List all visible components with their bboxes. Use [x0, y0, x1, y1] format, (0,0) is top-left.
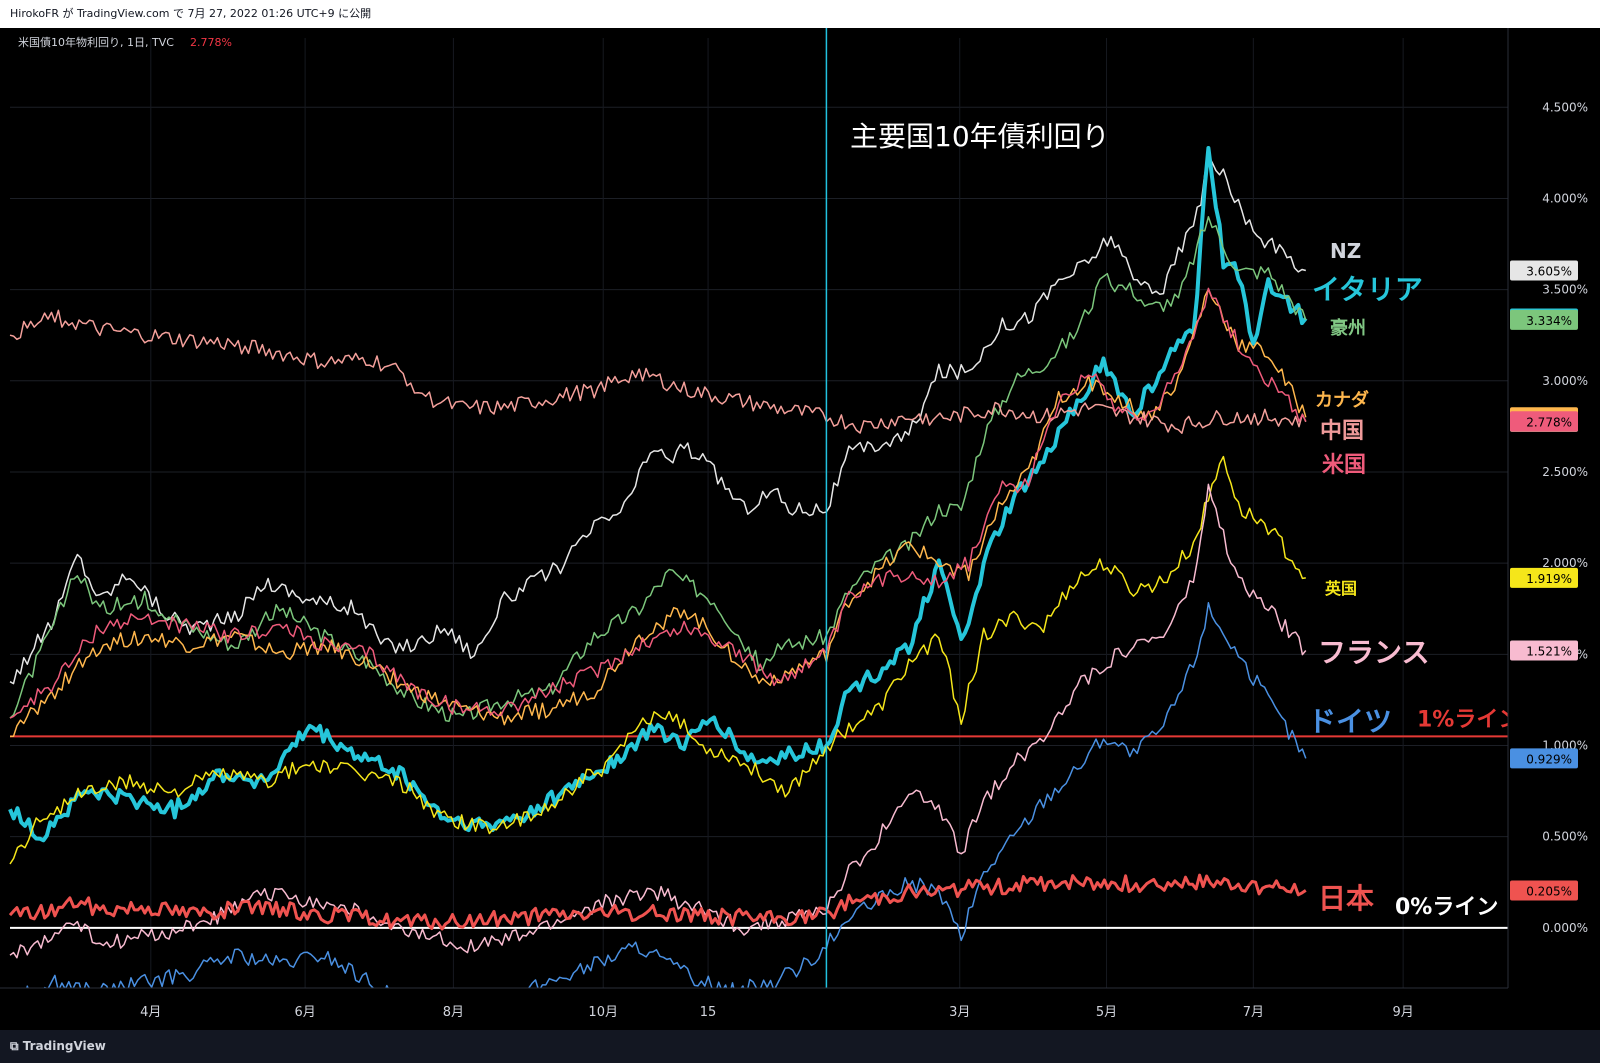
series-line-3: [9, 288, 1307, 738]
series-name-label-6: 英国: [1324, 579, 1357, 598]
price-label-bg: [1510, 260, 1578, 281]
reference-label-0pct: 0%ライン: [1395, 895, 1498, 920]
tradingview-logo[interactable]: ⧉ TradingView: [10, 1039, 106, 1053]
time-tick-label: 9月: [1392, 1005, 1413, 1020]
price-label-6: 1.919%: [1510, 567, 1578, 588]
series-name-label-1: イタリア: [1312, 273, 1423, 306]
series-name-label-5: 米国: [1322, 453, 1366, 478]
series-line-7: [9, 483, 1307, 959]
price-label-text: 0.205%: [1526, 884, 1572, 898]
series-line-8: [9, 602, 1307, 1019]
price-axis-bg: [1508, 28, 1600, 1030]
series-line-4: [9, 309, 1307, 434]
time-axis-bg: [0, 988, 1508, 1030]
price-tick-label: 0.500%: [1542, 830, 1588, 844]
chart-title: 主要国10年債利回り: [850, 120, 1110, 153]
price-label-bg: [1510, 748, 1578, 769]
series-line-6: [9, 455, 1306, 865]
publish-info-bar: HirokoFR が TradingView.com で 7月 27, 2022…: [0, 0, 1600, 28]
price-label-text: 0.929%: [1526, 752, 1572, 766]
series-line-0: [9, 154, 1306, 685]
series-name-label-9: 日本: [1318, 882, 1374, 915]
price-tick-label: 3.500%: [1542, 283, 1588, 297]
brand-text: TradingView: [22, 1039, 106, 1053]
price-label-7: 1.521%: [1510, 640, 1578, 661]
series-name-label-8: ドイツ: [1308, 705, 1392, 738]
time-tick-label: 3月: [949, 1005, 970, 1020]
price-axis-group[interactable]: 4.500%4.000%3.500%3.000%2.500%2.000%1.50…: [1507, 28, 1600, 1030]
series-name-label-7: フランス: [1318, 636, 1429, 669]
series-line-2: [9, 216, 1307, 723]
series-name-label-3: カナダ: [1315, 389, 1369, 411]
reference-label-1pct: 1%ライン: [1417, 707, 1520, 732]
price-tick-label: 3.000%: [1542, 374, 1588, 388]
time-axis-group[interactable]: 4月 6月 8月 10月 15 3月 5月 7月 9月: [0, 987, 1508, 1030]
series-name-label-0: NZ: [1330, 239, 1361, 263]
price-label-8: 0.929%: [1510, 748, 1578, 769]
price-label-text: 1.919%: [1526, 572, 1572, 586]
publish-info-text: HirokoFR が TradingView.com で 7月 27, 2022…: [10, 7, 372, 20]
price-label-text: 2.778%: [1526, 415, 1572, 429]
price-tick-label: 0.000%: [1542, 921, 1588, 935]
grid-group: [10, 38, 1508, 988]
series-line-9: [8, 873, 1307, 931]
reference-lines-group: [10, 735, 1508, 929]
time-tick-label: 10月: [588, 1005, 618, 1020]
price-label-bg: [1510, 640, 1578, 661]
legend-value: 2.778%: [190, 36, 232, 49]
time-tick-label: 6月: [294, 1005, 315, 1020]
price-label-0: 3.605%: [1510, 260, 1578, 281]
legend-symbol[interactable]: 米国債10年物利回り, 1日, TVC: [18, 35, 174, 49]
yield-chart[interactable]: 2022-01-03 1%ライン 0%ライン NZ イタリア豪州カナダ中国米国英国フラ…: [0, 28, 1600, 1030]
price-label-text: 3.605%: [1526, 264, 1572, 278]
price-tick-label: 2.500%: [1542, 465, 1588, 479]
price-tick-label: 2.000%: [1542, 556, 1588, 570]
time-tick-label: 8月: [443, 1005, 464, 1020]
price-label-bg: [1510, 411, 1578, 432]
price-label-2: 3.334%: [1510, 309, 1578, 330]
time-tick-label: 15: [700, 1005, 717, 1020]
price-label-bg: [1510, 880, 1578, 901]
price-label-5: 2.778%: [1510, 411, 1578, 432]
price-label-text: 1.521%: [1526, 644, 1572, 658]
crosshair-group: 2022-01-03: [776, 28, 877, 1024]
price-label-9: 0.205%: [1510, 880, 1578, 901]
price-tick-label: 4.000%: [1542, 191, 1588, 205]
time-tick-label: 7月: [1243, 1005, 1264, 1020]
price-label-bg: [1510, 567, 1578, 588]
series-name-label-4: 中国: [1320, 419, 1364, 444]
series-group: [8, 146, 1308, 1019]
footer-bar: ⧉ TradingView: [0, 1030, 1600, 1063]
price-label-bg: [1510, 309, 1578, 330]
time-tick-label: 4月: [140, 1005, 161, 1020]
series-name-label-2: 豪州: [1330, 317, 1366, 339]
series-line-5: [9, 287, 1307, 719]
price-tick-label: 4.500%: [1542, 100, 1588, 114]
series-line-1: [8, 146, 1308, 843]
time-tick-label: 5月: [1096, 1005, 1117, 1020]
price-label-text: 3.334%: [1526, 314, 1572, 328]
chart-area[interactable]: 2022-01-03 1%ライン 0%ライン NZ イタリア豪州カナダ中国米国英国フラ…: [0, 28, 1600, 1030]
